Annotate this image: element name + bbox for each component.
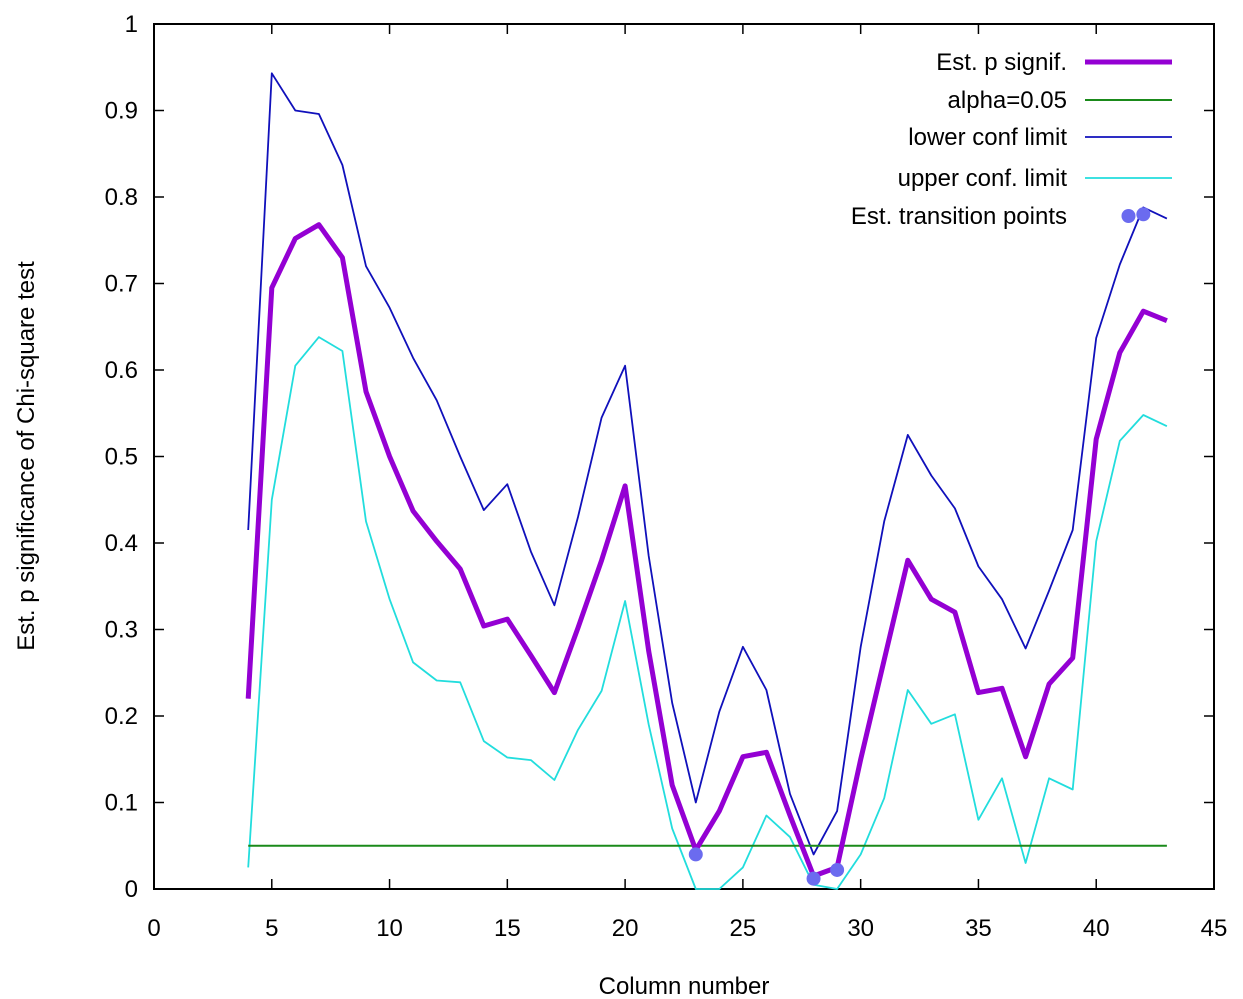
x-tick-label: 20 (612, 915, 639, 942)
transition-point (1136, 207, 1151, 222)
transition-point (806, 871, 821, 886)
x-tick-label: 25 (730, 915, 757, 942)
y-tick-label: 0.6 (105, 357, 138, 384)
y-tick-label: 0.1 (105, 790, 138, 817)
transition-point (688, 847, 703, 862)
legend-label: alpha=0.05 (948, 87, 1067, 114)
series-line-est-p-signif (245, 222, 1168, 879)
legend-label: lower conf limit (908, 124, 1067, 151)
legend-label: Est. p signif. (936, 49, 1067, 76)
y-tick-label: 1 (125, 11, 138, 38)
x-tick-label: 30 (847, 915, 874, 942)
y-tick-label: 0 (125, 876, 138, 903)
y-tick-label: 0.2 (105, 703, 138, 730)
plot-frame (153, 23, 1215, 890)
ticks-layer: 0 5 10 15 20 25 30 35 40 45 0 0.1 0.2 0.3 0.4 0.5 0.6 0.7… (105, 11, 1228, 942)
y-tick-label: 0.3 (105, 617, 138, 644)
x-tick-label: 5 (265, 915, 278, 942)
legend: Est. p signif. alpha=0.05 lower conf limit… (851, 49, 1172, 230)
y-tick-label: 0.7 (105, 271, 138, 298)
x-tick-label: 0 (147, 915, 160, 942)
y-tick-label: 0.4 (105, 530, 138, 557)
series-layer (245, 72, 1168, 890)
legend-label: upper conf. limit (898, 165, 1068, 192)
y-axis-label: Est. p significance of Chi-square test (13, 261, 40, 651)
series-line-upper-conf-limit (247, 336, 1168, 890)
x-tick-label: 45 (1201, 915, 1228, 942)
x-axis-label: Column number (599, 973, 770, 999)
x-tick-label: 40 (1083, 915, 1110, 942)
y-tick-label: 0.5 (105, 444, 138, 471)
y-tick-label: 0.8 (105, 184, 138, 211)
y-tick-label: 0.9 (105, 98, 138, 125)
x-tick-label: 15 (494, 915, 521, 942)
transition-point (830, 862, 845, 877)
x-tick-label: 35 (965, 915, 992, 942)
series-line-lower-conf-limit (247, 72, 1168, 856)
legend-sample-point (1121, 209, 1136, 223)
x-tick-label: 10 (376, 915, 403, 942)
legend-label: Est. transition points (851, 203, 1067, 230)
